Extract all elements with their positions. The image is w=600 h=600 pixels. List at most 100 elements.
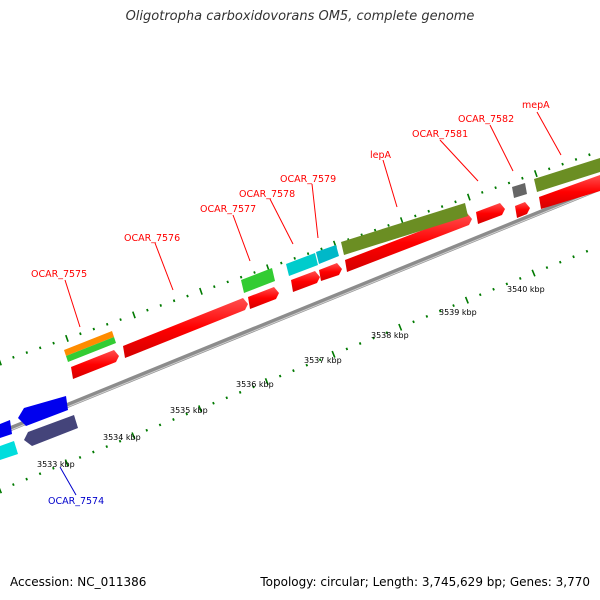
cds-left-edge-blue[interactable] [0, 420, 12, 438]
tick-mark [306, 252, 310, 256]
forward-cds-features [71, 175, 600, 379]
gene-ocar-7574-slate[interactable] [24, 415, 78, 446]
tick-mark [225, 396, 229, 400]
tick-mark [398, 323, 403, 331]
label-ocar-7576[interactable]: OCAR_7576 [124, 233, 180, 244]
rrna-ocar-7575-orange[interactable] [64, 331, 114, 356]
tick-mark [158, 423, 162, 427]
cds-ocar-7575[interactable] [71, 350, 119, 379]
gene-ocar-7578-cyan[interactable] [286, 253, 318, 276]
cds-mepA[interactable] [539, 175, 600, 209]
tick-mark [172, 418, 175, 421]
gene-ocar-7575-green[interactable] [66, 337, 116, 362]
tick-mark [293, 256, 296, 260]
tick-mark [64, 459, 69, 467]
tick-mark [146, 308, 149, 312]
tick-mark [65, 334, 69, 342]
tick-mark [145, 428, 149, 432]
label-ocar-7579[interactable]: OCAR_7579 [280, 174, 336, 185]
tick-mark [558, 260, 562, 264]
label-ocar-7575[interactable]: OCAR_7575 [31, 269, 87, 280]
cds-ocar-7576[interactable] [123, 298, 248, 358]
gene-ocar-7582-grey[interactable] [512, 183, 527, 198]
tick-mark [478, 293, 482, 297]
tick-mark [105, 322, 109, 326]
label-ocar-7578[interactable]: OCAR_7578 [239, 189, 295, 200]
gene-mepA-olive[interactable] [534, 158, 600, 192]
tick-mark [572, 255, 575, 259]
scale-label: 3539 kbp [439, 308, 477, 317]
tick-mark [253, 271, 256, 274]
genome-backbone [0, 185, 600, 436]
label-ocar-7574[interactable]: OCAR_7574 [48, 496, 104, 507]
tick-mark [238, 390, 242, 394]
tick-mark [414, 214, 417, 218]
tick-mark [345, 347, 349, 351]
scale-label: 3537 kbp [304, 356, 342, 365]
tick-mark [454, 200, 457, 204]
tick-mark [92, 450, 95, 454]
gene-ocar-7579-cyan[interactable] [316, 245, 339, 264]
tick-mark [38, 346, 42, 350]
label-mepA[interactable]: mepA [522, 100, 550, 111]
cds-ocar-7582[interactable] [515, 202, 530, 218]
cds-ocar-7577[interactable] [248, 287, 279, 309]
tick-mark [252, 385, 255, 389]
tick-mark [481, 191, 484, 194]
cds-ocar-7581[interactable] [476, 203, 505, 224]
outer-tick-ring [0, 153, 591, 366]
tick-mark [588, 153, 591, 157]
tick-mark [12, 483, 15, 487]
gene-ocar-7577-green[interactable] [241, 268, 275, 293]
scale-labels: 3533 kbp 3534 kbp 3535 kbp 3536 kbp 3537… [37, 285, 545, 469]
cds-ocar-7579[interactable] [319, 263, 342, 281]
tick-mark [387, 223, 390, 227]
tick-mark [547, 167, 551, 171]
tick-mark [531, 269, 536, 277]
scale-tick-ring [0, 249, 589, 494]
tick-mark [264, 378, 269, 386]
gene-labels: OCAR_7575 OCAR_7576 OCAR_7577 OCAR_7578 … [31, 100, 562, 507]
tick-mark [25, 477, 28, 481]
cds-lepA[interactable] [345, 213, 472, 272]
tick-mark [438, 309, 442, 313]
cds-ocar-7574-blue[interactable] [18, 396, 68, 426]
label-ocar-7577[interactable]: OCAR_7577 [200, 204, 256, 215]
tick-mark [212, 401, 215, 405]
tick-mark [226, 280, 229, 284]
tick-mark [518, 276, 522, 280]
reverse-features [0, 396, 78, 460]
scale-label: 3536 kbp [236, 380, 274, 389]
label-lepA[interactable]: lepA [370, 150, 392, 161]
scale-label: 3535 kbp [170, 406, 208, 415]
gene-left-edge-cyan[interactable] [0, 441, 18, 460]
gene-lepA-olive[interactable] [341, 203, 468, 255]
tick-mark [545, 266, 549, 270]
tick-mark [507, 181, 511, 185]
tick-mark [92, 327, 96, 331]
tick-mark [213, 285, 216, 289]
tick-mark [505, 282, 509, 286]
tick-mark [318, 358, 322, 362]
tick-mark [131, 432, 136, 440]
map-title: Oligotropha carboxidovorans OM5, complet… [125, 9, 475, 24]
tick-mark [533, 170, 538, 178]
tick-mark [79, 332, 82, 336]
label-ocar-7581[interactable]: OCAR_7581 [412, 129, 468, 140]
tick-mark [561, 162, 564, 166]
label-ocar-7582[interactable]: OCAR_7582 [458, 114, 514, 125]
tick-mark [412, 320, 415, 324]
tick-mark [585, 249, 589, 253]
tick-mark [278, 374, 282, 378]
tick-mark [132, 311, 136, 319]
cds-ocar-7578[interactable] [291, 271, 320, 292]
tick-mark [452, 304, 455, 308]
tick-mark [118, 439, 122, 443]
tick-mark [185, 412, 189, 416]
tick-mark [186, 294, 189, 298]
scale-label: 3538 kbp [371, 331, 409, 340]
tick-mark [199, 287, 203, 295]
tick-mark [372, 336, 375, 340]
tick-mark [425, 314, 429, 318]
tick-mark [0, 359, 2, 366]
